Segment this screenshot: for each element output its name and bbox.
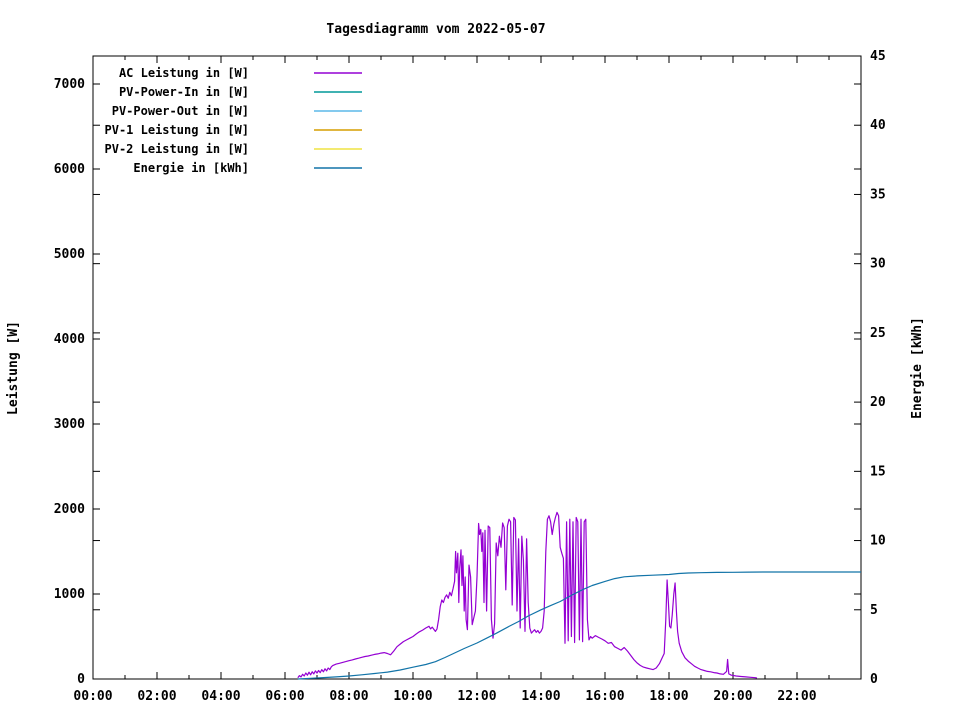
- x-tick-label: 20:00: [713, 689, 752, 704]
- x-tick-label: 22:00: [777, 689, 816, 704]
- plot-frame: 00:00 02:00 04:00 06:00 08:00 10:00 12:00 14:00…: [54, 49, 886, 704]
- y2-tick-label: 10: [870, 534, 886, 549]
- y-tick-label: 5000: [54, 247, 85, 262]
- x-tick-label: 04:00: [201, 689, 240, 704]
- y-tick-label: 1000: [54, 587, 85, 602]
- x-tick-label: 08:00: [329, 689, 368, 704]
- x-tick-label: 10:00: [393, 689, 432, 704]
- legend-item-pv1: PV-1 Leistung in [W]: [105, 123, 362, 137]
- y2-tick-label: 20: [870, 395, 886, 410]
- chart-title: Tagesdiagramm vom 2022-05-07: [326, 22, 545, 37]
- x-tick-label: 06:00: [265, 689, 304, 704]
- legend-item-pv_out: PV-Power-Out in [W]: [112, 104, 362, 118]
- x-tick-label: 16:00: [585, 689, 624, 704]
- x-tick-label: 02:00: [137, 689, 176, 704]
- y2-tick-label: 30: [870, 257, 886, 272]
- legend-label-ac: AC Leistung in [W]: [119, 66, 249, 80]
- y2-tick-label: 25: [870, 326, 886, 341]
- y-tick-label: 0: [77, 672, 85, 687]
- legend-item-energie: Energie in [kWh]: [133, 161, 362, 175]
- legend: AC Leistung in [W] PV-Power-In in [W] PV-P…: [105, 66, 362, 175]
- y-tick-label: 3000: [54, 417, 85, 432]
- legend-label-pv_in: PV-Power-In in [W]: [119, 85, 249, 99]
- legend-item-pv_in: PV-Power-In in [W]: [119, 85, 362, 99]
- y-tick-label: 6000: [54, 162, 85, 177]
- y-tick-label: 7000: [54, 77, 85, 92]
- y2-tick-label: 45: [870, 49, 886, 64]
- series-energie-line: [297, 571, 861, 680]
- y2-tick-label: 15: [870, 464, 886, 479]
- y2-tick-label: 0: [870, 672, 878, 687]
- x-tick-label: 12:00: [457, 689, 496, 704]
- y2-tick-label: 35: [870, 187, 886, 202]
- plot-series: [297, 511, 861, 680]
- legend-label-energie: Energie in [kWh]: [133, 161, 249, 175]
- x-tick-label: 14:00: [521, 689, 560, 704]
- y2-tick-label: 40: [870, 118, 886, 133]
- y-axis-label: Leistung [W]: [6, 321, 21, 415]
- x-tick-label: 00:00: [73, 689, 112, 704]
- y-tick-label: 2000: [54, 502, 85, 517]
- y2-tick-label: 5: [870, 603, 878, 618]
- y2-axis-label: Energie [kWh]: [910, 317, 925, 419]
- legend-item-pv2: PV-2 Leistung in [W]: [105, 142, 362, 156]
- legend-label-pv_out: PV-Power-Out in [W]: [112, 104, 249, 118]
- y-tick-label: 4000: [54, 332, 85, 347]
- legend-label-pv2: PV-2 Leistung in [W]: [105, 142, 250, 156]
- x-tick-label: 18:00: [649, 689, 688, 704]
- legend-label-pv1: PV-1 Leistung in [W]: [105, 123, 250, 137]
- legend-item-ac: AC Leistung in [W]: [119, 66, 362, 80]
- series-ac-line: [297, 511, 758, 679]
